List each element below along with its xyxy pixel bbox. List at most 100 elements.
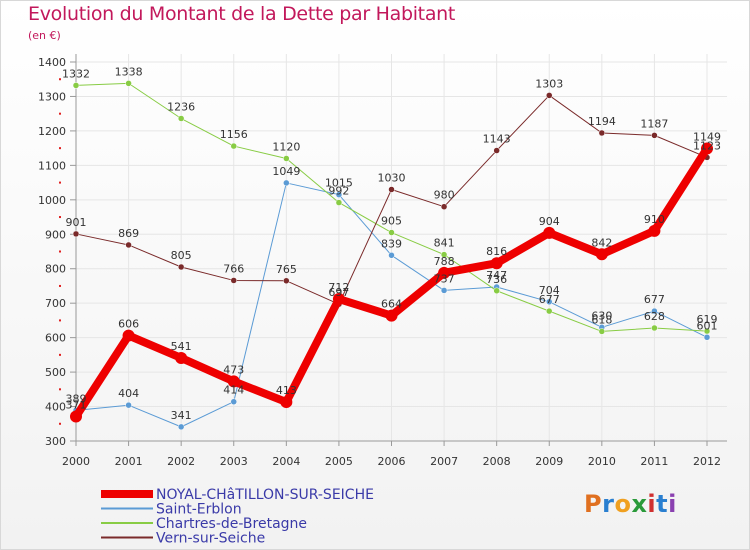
- data-point: [598, 328, 606, 335]
- y-minor-tick: [59, 284, 61, 287]
- data-point: [546, 298, 553, 306]
- data-label: 904: [539, 215, 560, 228]
- x-tick-label: 2002: [167, 455, 195, 468]
- data-labels: 371 606 541 473 413 712 664 788 816 904 842 910 1149…: [62, 65, 721, 422]
- data-label: 992: [328, 185, 349, 198]
- data-label: 677: [539, 293, 560, 306]
- series-lines: [70, 80, 713, 431]
- data-label: 341: [171, 409, 192, 422]
- data-label: 766: [223, 262, 244, 275]
- x-tick-label: 2000: [62, 455, 90, 468]
- data-point: [546, 307, 553, 315]
- data-label: 1303: [535, 77, 563, 90]
- data-label: 618: [591, 313, 612, 326]
- data-point: [388, 229, 395, 236]
- y-minor-tick: [59, 181, 61, 184]
- y-tick-label: 700: [45, 297, 66, 310]
- data-label: 473: [223, 363, 244, 376]
- data-label: 788: [434, 255, 455, 268]
- logo-letter: i: [668, 490, 677, 518]
- proxiti-logo: Proxiti: [584, 490, 677, 518]
- data-point: [125, 401, 132, 409]
- data-label: 869: [118, 227, 139, 240]
- data-point: [651, 324, 658, 332]
- data-label: 901: [66, 216, 87, 229]
- x-tick-label: 2011: [640, 455, 668, 468]
- data-point: [70, 410, 82, 423]
- y-minor-tick: [59, 216, 61, 219]
- data-point: [440, 203, 448, 210]
- data-point: [125, 80, 132, 87]
- data-point: [651, 307, 658, 315]
- data-label: 389: [66, 392, 87, 405]
- legend-label: Chartres-de-Bretagne: [156, 516, 307, 532]
- data-label: 1030: [378, 171, 406, 184]
- x-tick-label: 2004: [272, 455, 300, 468]
- x-tick-label: 2007: [430, 455, 458, 468]
- data-point: [546, 92, 553, 99]
- data-label: 1187: [640, 117, 668, 130]
- data-point: [283, 277, 290, 285]
- y-minor-tick: [59, 353, 61, 356]
- data-point: [703, 334, 711, 341]
- data-point: [595, 248, 608, 261]
- data-point: [72, 230, 80, 238]
- y-minor-tick: [59, 250, 61, 253]
- y-tick-label: 400: [45, 401, 66, 414]
- logo-letter: P: [584, 490, 603, 518]
- data-label: 628: [644, 310, 665, 323]
- data-label: 839: [381, 237, 402, 250]
- data-point: [598, 129, 606, 137]
- data-label: 413: [276, 384, 297, 397]
- data-label: 842: [591, 236, 612, 249]
- x-tick-label: 2009: [535, 455, 563, 468]
- data-point: [122, 329, 135, 342]
- data-label: 1120: [272, 140, 300, 153]
- data-point: [388, 252, 395, 259]
- legend-label: NOYAL-CHâTILLON-SUR-SEICHE: [156, 487, 374, 503]
- data-point: [175, 351, 188, 364]
- data-label: 664: [381, 298, 402, 311]
- data-label: 841: [434, 237, 455, 250]
- y-tick-label: 600: [45, 332, 66, 345]
- logo-letter: t: [656, 490, 669, 518]
- data-label: 414: [223, 384, 244, 397]
- y-minor-tick: [59, 422, 61, 425]
- y-minor-tick: [59, 112, 61, 115]
- logo-letter: r: [602, 490, 615, 518]
- data-label: 606: [118, 318, 139, 331]
- data-label: 1194: [588, 115, 616, 128]
- logo-letter: x: [631, 490, 648, 518]
- data-label: 1015: [325, 177, 353, 190]
- data-label: 980: [434, 189, 455, 202]
- data-point: [283, 179, 290, 187]
- data-label: 541: [171, 340, 192, 353]
- data-label: 601: [697, 319, 718, 332]
- data-label: 677: [644, 293, 665, 306]
- y-tick-label: 1400: [38, 56, 66, 69]
- x-tick-label: 2006: [378, 455, 406, 468]
- data-label: 1332: [62, 67, 90, 80]
- data-label: 404: [118, 387, 139, 400]
- x-axis-ticks: 2000 2001 2002 2003 2004 2005 2006 2007 2008 2009…: [62, 455, 721, 468]
- data-label: 630: [591, 309, 612, 322]
- data-label: 816: [486, 245, 507, 258]
- logo-letter: o: [614, 490, 632, 518]
- x-tick-label: 2008: [483, 455, 511, 468]
- data-point: [283, 155, 290, 162]
- y-minor-tick: [59, 147, 61, 150]
- y-tick-label: 500: [45, 366, 66, 379]
- y-tick-label: 1000: [38, 194, 66, 207]
- data-label: 905: [381, 215, 402, 228]
- data-label: 1143: [483, 133, 511, 146]
- data-label: 747: [486, 269, 507, 282]
- data-point: [72, 82, 80, 89]
- data-point: [701, 142, 713, 155]
- data-point: [230, 398, 237, 405]
- data-point: [125, 241, 132, 249]
- x-tick-label: 2010: [588, 455, 616, 468]
- y-tick-label: 1200: [38, 125, 66, 138]
- data-label: 712: [328, 281, 349, 294]
